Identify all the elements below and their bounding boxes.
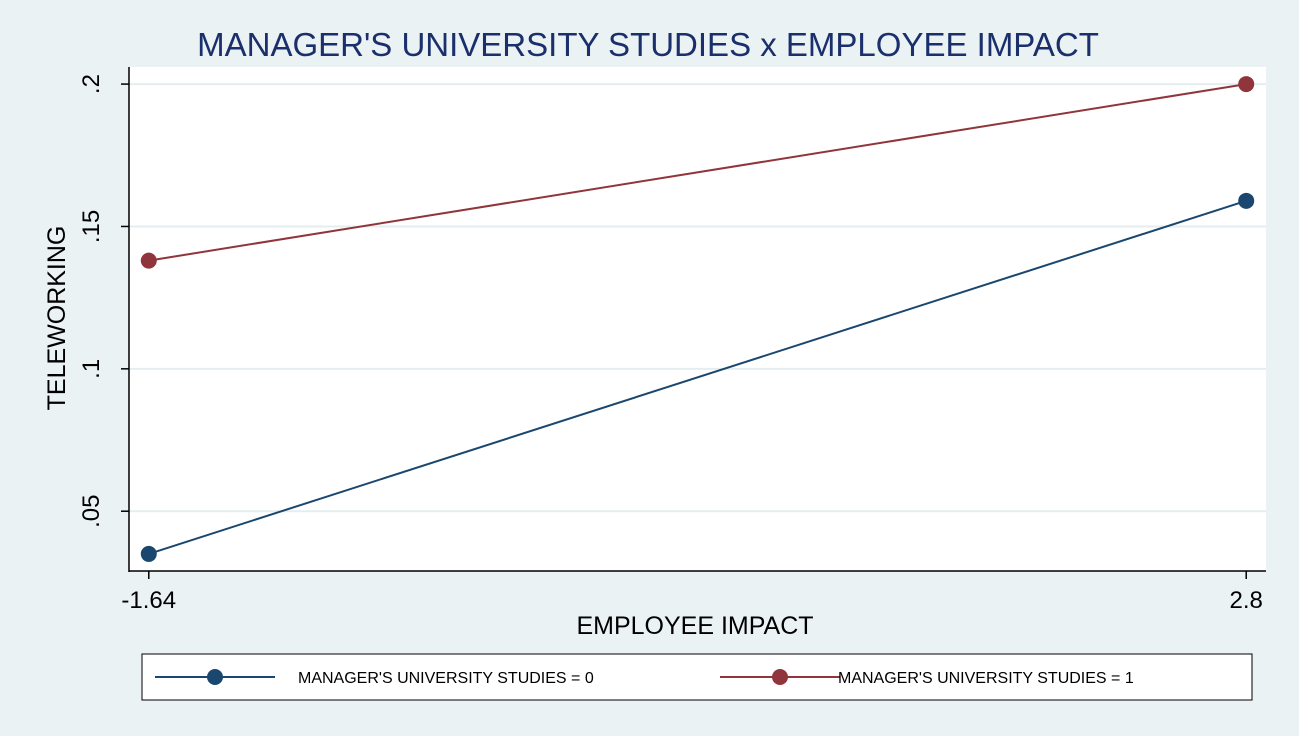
legend: MANAGER'S UNIVERSITY STUDIES = 0 MANAGER'… — [155, 669, 1134, 687]
y-axis-title: TELEWORKING — [43, 226, 71, 411]
plot-area — [129, 67, 1266, 571]
y-tick-label: .15 — [78, 210, 105, 243]
y-tick-label: .2 — [78, 74, 105, 94]
data-point — [140, 545, 157, 562]
series-line — [148, 199, 1247, 555]
legend-item-1: MANAGER'S UNIVERSITY STUDIES = 1 — [720, 669, 1134, 687]
data-point — [1238, 192, 1255, 209]
series-0 — [140, 192, 1255, 562]
y-axis-ticks: .05 .1 .15 .2 — [78, 74, 129, 528]
legend-label: MANAGER'S UNIVERSITY STUDIES = 1 — [838, 670, 1134, 687]
data-point — [140, 252, 157, 269]
x-tick-label: 2.8 — [1230, 587, 1263, 614]
legend-label: MANAGER'S UNIVERSITY STUDIES = 0 — [298, 670, 594, 687]
series-line — [148, 83, 1247, 262]
x-axis-ticks: -1.64 2.8 — [121, 571, 1263, 614]
y-tick-label: .05 — [78, 495, 105, 528]
legend-marker — [772, 669, 788, 685]
grid-lines — [129, 83, 1266, 513]
x-tick-label: -1.64 — [121, 587, 176, 614]
y-tick-label: .1 — [78, 359, 105, 379]
legend-item-0: MANAGER'S UNIVERSITY STUDIES = 0 — [155, 669, 594, 687]
legend-box — [141, 653, 1253, 701]
legend-marker — [207, 669, 223, 685]
series-1 — [140, 76, 1255, 269]
x-axis-title: EMPLOYEE IMPACT — [576, 612, 813, 640]
data-point — [1238, 76, 1255, 93]
series-layer — [140, 76, 1255, 562]
chart-title: MANAGER'S UNIVERSITY STUDIES x EMPLOYEE … — [197, 26, 1099, 63]
